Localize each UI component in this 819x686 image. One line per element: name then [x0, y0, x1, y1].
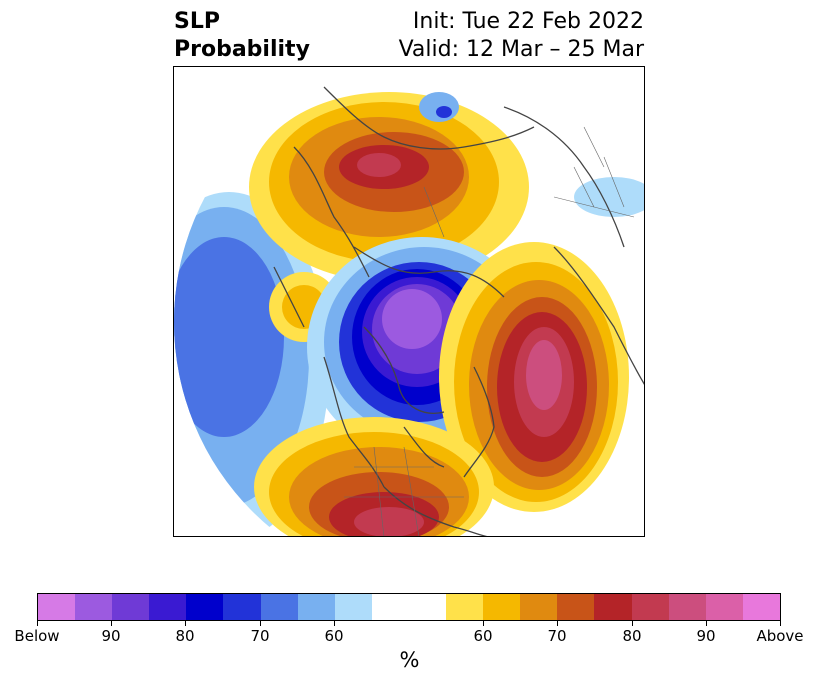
colorbar-swatch	[186, 594, 224, 620]
title-product: Probability	[174, 37, 310, 62]
colorbar-tick	[37, 621, 38, 626]
colorbar-swatch	[408, 594, 447, 620]
colorbar-swatch	[223, 594, 261, 620]
colorbar-swatch	[631, 594, 669, 620]
map-canvas	[174, 86, 644, 536]
colorbar-swatch	[260, 594, 298, 620]
cb-label-above: Above	[756, 627, 804, 645]
colorbar-swatch	[334, 594, 372, 620]
colorbar-swatch	[705, 594, 743, 620]
colorbar-labels: Below 90 80 70 60 60 70 80 90 Above	[0, 627, 819, 647]
colorbar-swatch	[742, 594, 780, 620]
cb-label-60-below: 60	[324, 627, 344, 645]
cb-label-80-above: 80	[622, 627, 642, 645]
colorbar-tick	[260, 621, 261, 626]
init-date: Init: Tue 22 Feb 2022	[412, 9, 644, 34]
colorbar-swatch	[38, 594, 76, 620]
cb-label-90-below: 90	[101, 627, 121, 645]
colorbar-tick	[780, 621, 781, 626]
colorbar-swatch	[668, 594, 706, 620]
title-variable: SLP	[174, 9, 220, 34]
colorbar-tick	[557, 621, 558, 626]
colorbar-swatch	[297, 594, 335, 620]
colorbar-tick	[632, 621, 633, 626]
colorbar-swatch	[75, 594, 113, 620]
colorbar-swatch	[557, 594, 595, 620]
colorbar-tick	[483, 621, 484, 626]
colorbar-swatch	[112, 594, 150, 620]
valid-range: Valid: 12 Mar – 25 Mar	[398, 37, 644, 62]
colorbar-swatch	[483, 594, 521, 620]
colorbar-swatch	[371, 594, 409, 620]
colorbar-swatch	[520, 594, 558, 620]
colorbar	[37, 593, 781, 621]
colorbar-swatch	[149, 594, 187, 620]
title-left: SLP Probability	[174, 8, 310, 64]
colorbar-ticks	[37, 621, 781, 635]
probability-map	[173, 66, 645, 537]
colorbar-tick	[706, 621, 707, 626]
cb-label-70-below: 70	[250, 627, 270, 645]
cb-label-60-above: 60	[473, 627, 493, 645]
colorbar-swatch	[594, 594, 632, 620]
colorbar-swatch	[446, 594, 484, 620]
title-right: Init: Tue 22 Feb 2022 Valid: 12 Mar – 25…	[399, 8, 644, 64]
colorbar-unit: %	[399, 648, 420, 672]
cb-label-70-above: 70	[547, 627, 567, 645]
cb-label-90-above: 90	[696, 627, 716, 645]
cb-label-below: Below	[14, 627, 60, 645]
cb-label-80-below: 80	[175, 627, 195, 645]
colorbar-tick	[334, 621, 335, 626]
colorbar-tick	[111, 621, 112, 626]
colorbar-tick	[185, 621, 186, 626]
